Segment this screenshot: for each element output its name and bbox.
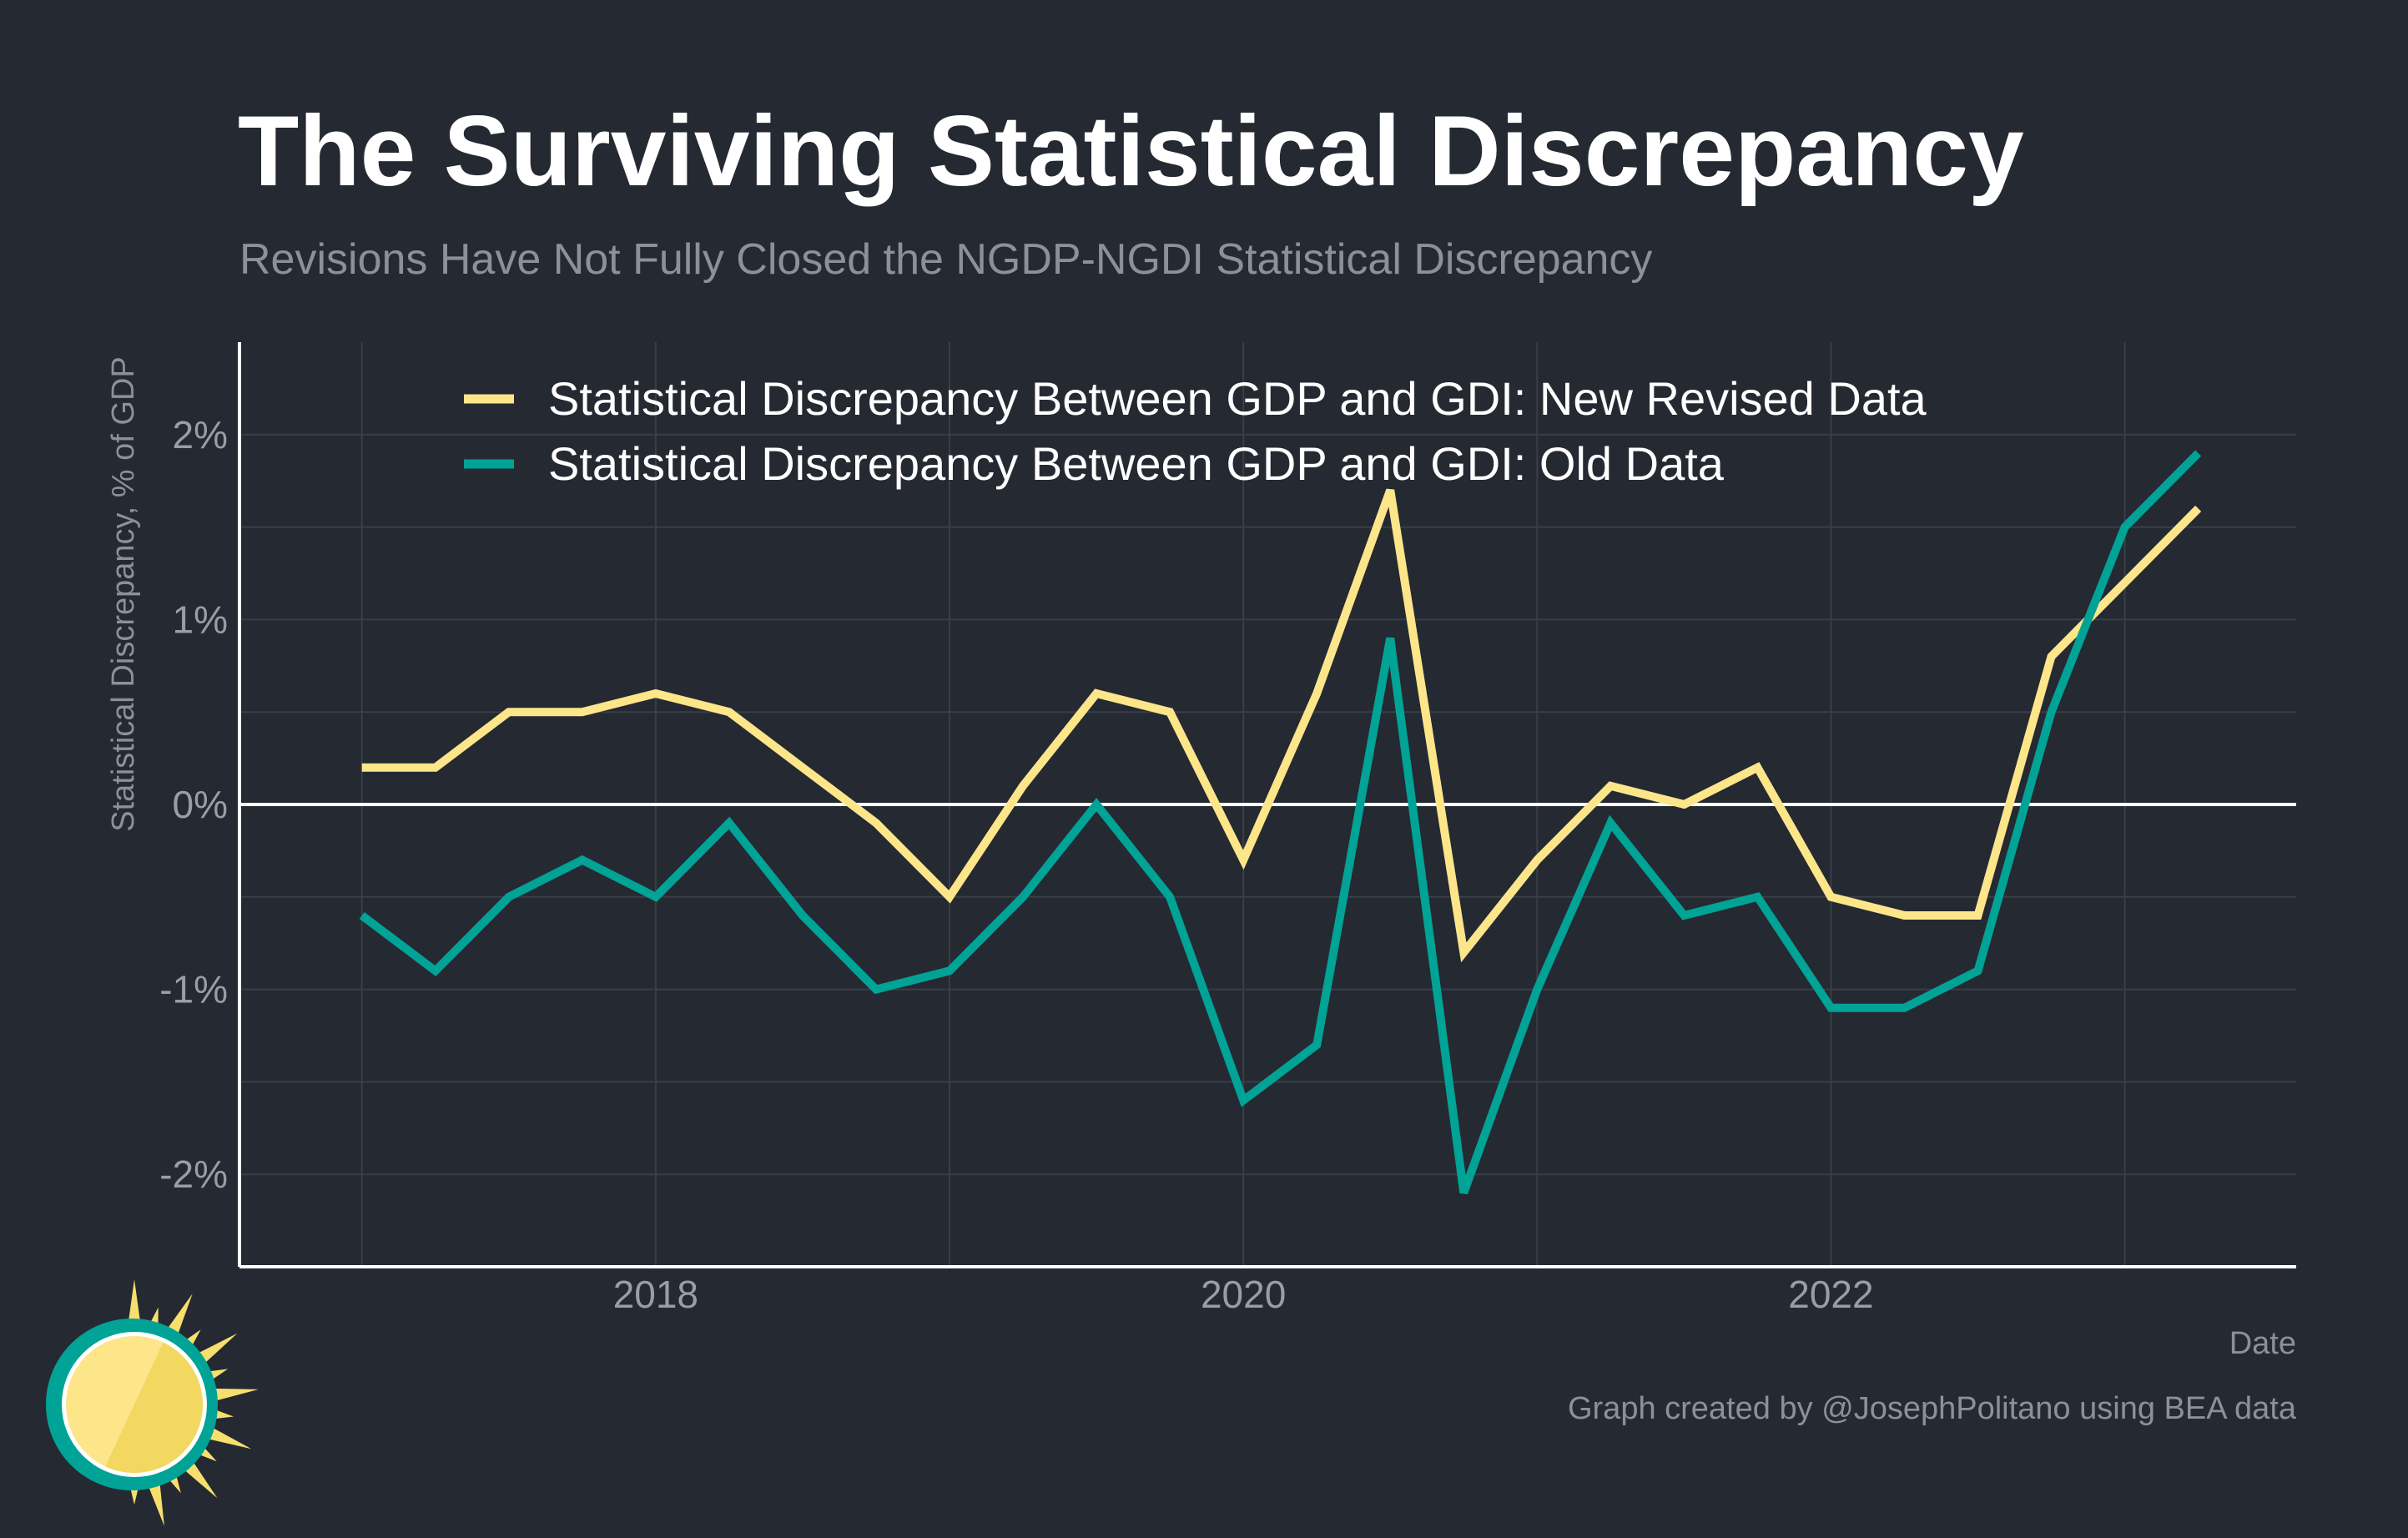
caption: Graph created by @JosephPolitano using B… bbox=[1568, 1391, 2297, 1426]
y-tick-label: -2% bbox=[159, 1152, 228, 1196]
tick-labels: -2% -1% 0% 1% 2% 2018 2020 2022 bbox=[159, 413, 1873, 1316]
x-tick-label: 2020 bbox=[1201, 1273, 1286, 1316]
x-tick-label: 2018 bbox=[613, 1273, 698, 1316]
y-axis-label: Statistical Discrepancy, % of GDP bbox=[106, 356, 141, 831]
legend: Statistical Discrepancy Between GDP and … bbox=[464, 372, 1927, 490]
y-tick-label: 1% bbox=[173, 598, 228, 641]
x-axis-label: Date bbox=[2229, 1326, 2296, 1361]
x-tick-label: 2022 bbox=[1788, 1273, 1873, 1316]
legend-label: Statistical Discrepancy Between GDP and … bbox=[548, 372, 1927, 425]
y-tick-label: 2% bbox=[173, 413, 228, 456]
chart-subtitle: Revisions Have Not Fully Closed the NGDP… bbox=[239, 235, 1652, 284]
legend-label: Statistical Discrepancy Between GDP and … bbox=[548, 437, 1725, 490]
y-tick-label: -1% bbox=[159, 968, 228, 1011]
y-tick-label: 0% bbox=[173, 783, 228, 826]
series-line-1 bbox=[359, 450, 2202, 1195]
series-line-0 bbox=[361, 488, 2202, 963]
chart-title: The Surviving Statistical Discrepancy bbox=[238, 95, 2024, 207]
sun-icon bbox=[46, 1279, 259, 1526]
logo-sun-shade bbox=[105, 1342, 203, 1473]
series bbox=[359, 450, 2202, 1195]
